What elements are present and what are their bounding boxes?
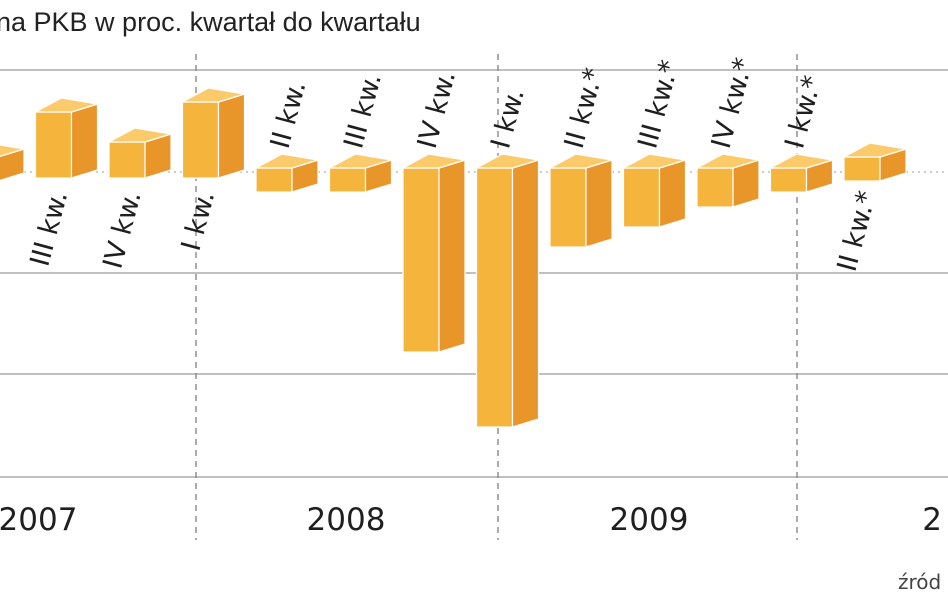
year-label: 2008 [307,502,386,538]
bar-top [182,87,245,103]
bar-side [217,93,246,179]
bar-front [622,167,661,228]
bar-top [696,153,760,169]
quarter-label: II kw.* [559,65,610,152]
bar [475,153,540,428]
bar-side [70,103,99,179]
year-label: 2 [922,502,942,538]
bar-top [329,153,392,169]
bar-front [255,167,293,193]
bar [622,153,687,228]
year-label: 2009 [610,502,689,538]
bar-front [549,167,587,248]
bar [769,153,834,193]
bar [0,144,25,182]
bar [696,153,760,208]
bar-front [181,101,220,179]
bar-front [402,167,440,353]
quarter-label: III kw. [25,188,75,270]
bar [402,153,466,353]
bar-front [696,167,734,208]
bar-top [0,144,25,158]
quarter-label: III kw.* [632,57,685,152]
bars [0,87,907,428]
quarter-label: II kw.* [832,188,883,275]
bar [549,153,613,248]
bar [34,97,99,179]
bar-top [108,127,172,143]
bar [843,142,907,182]
bar [328,153,393,193]
quarter-label: I kw. [485,85,531,151]
bar-front [108,141,146,179]
bar [255,153,319,193]
bar-front [843,156,881,182]
bar-side [438,159,466,353]
quarter-label: IV kw. [97,188,147,272]
quarter-label: IV kw.* [706,55,760,152]
bar-side [511,159,540,428]
bar-top [770,153,833,169]
bar [181,87,246,179]
year-labels: 2007 2008 2009 2 [0,502,942,538]
quarter-label: I kw. [176,188,222,254]
bar-top [476,153,539,169]
bar-side [585,159,613,248]
quarter-label: II kw. [265,78,313,152]
bar-top [549,153,613,169]
chart-title: na PKB w proc. kwartał do kwartału [0,7,421,37]
bar-front [475,167,514,428]
quarter-label: III kw. [338,70,388,152]
quarter-label: I kw.* [779,72,828,151]
bar-top [623,153,686,169]
grid [0,69,948,478]
bar-front [328,167,367,193]
source-note: źród [898,570,941,593]
year-label: 2007 [0,502,77,538]
bar-front [769,167,808,193]
bar-side [658,159,687,228]
quarter-label: IV kw. [412,68,462,152]
bar-top [402,153,466,169]
bar [108,127,172,179]
bar-top [843,142,907,158]
bar-top [35,97,98,113]
bar-front [34,111,73,179]
bar-top [255,153,319,169]
